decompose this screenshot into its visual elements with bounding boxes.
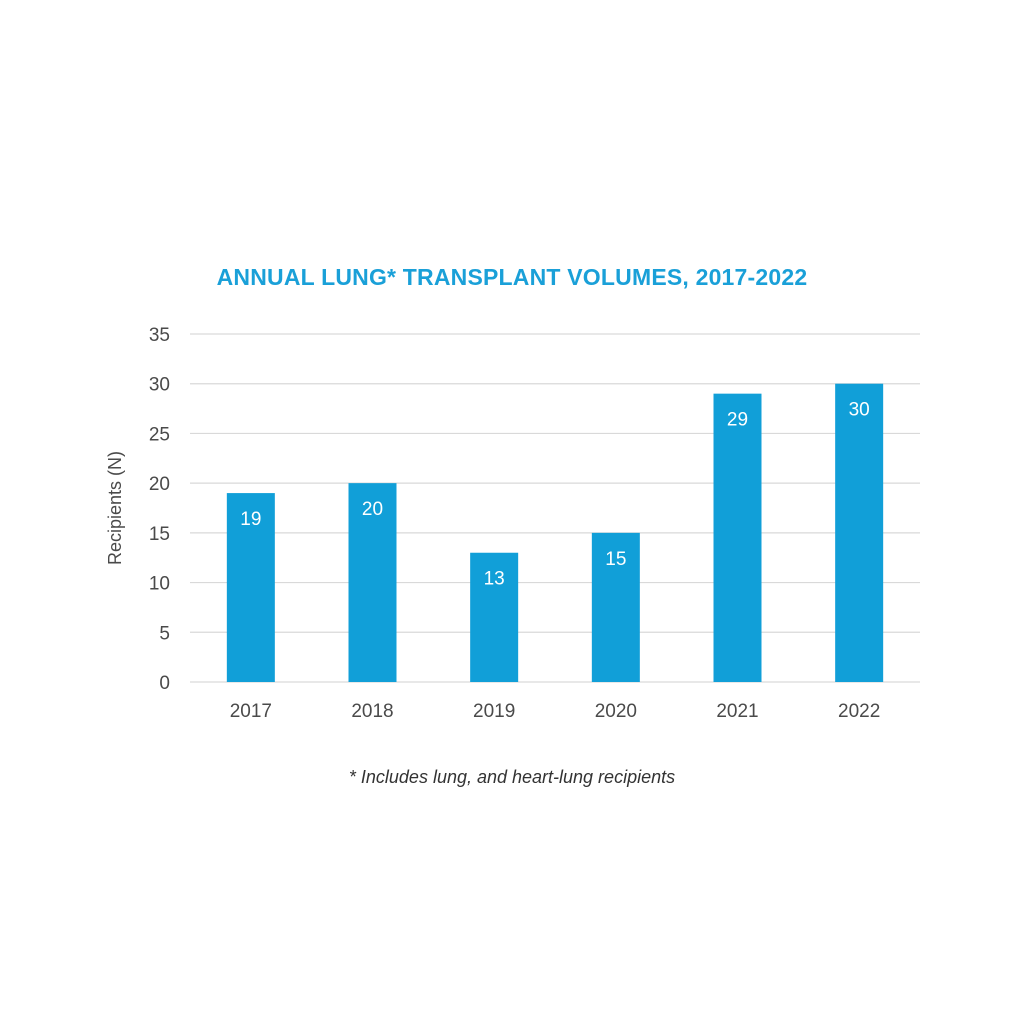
bar-2019 [470,552,519,682]
data-label-2017: 19 [240,509,261,530]
data-label-2021: 29 [727,410,748,431]
y-tick-label: 5 [159,623,170,644]
bar-2020 [591,532,640,682]
y-tick-label: 35 [149,325,170,346]
data-label-2018: 20 [362,499,383,520]
x-tick-label-2018: 2018 [351,701,393,722]
x-tick-label-2022: 2022 [838,701,880,722]
y-tick-label: 20 [149,474,170,495]
y-tick-label: 15 [149,524,170,545]
data-label-2020: 15 [605,549,626,570]
y-tick-label: 0 [159,673,170,694]
bar-2022 [835,383,884,682]
data-label-2019: 13 [484,569,505,590]
x-tick-label-2017: 2017 [230,701,272,722]
bar-2018 [348,483,397,682]
y-tick-label: 30 [149,375,170,396]
x-tick-label-2020: 2020 [595,701,637,722]
chart-footnote: * Includes lung, and heart-lung recipien… [348,767,676,787]
y-axis-label: Recipients (N) [105,451,125,565]
x-tick-label-2019: 2019 [473,701,515,722]
bar-2021 [713,393,762,682]
data-label-2022: 30 [849,400,870,421]
bar-2017 [226,493,275,682]
y-tick-label: 25 [149,424,170,445]
y-tick-label: 10 [149,574,170,595]
chart-title: ANNUAL LUNG* TRANSPLANT VOLUMES, 2017-20… [216,264,808,290]
x-tick-label-2021: 2021 [716,701,758,722]
